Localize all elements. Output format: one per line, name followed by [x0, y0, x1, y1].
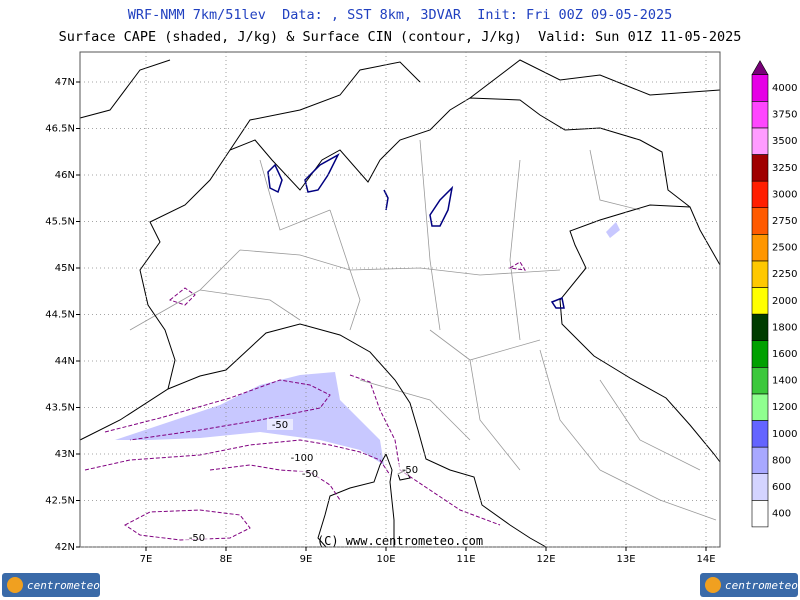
lat-tick-label: 46.5N	[45, 124, 75, 135]
contour-label-bg	[397, 464, 423, 475]
colorbar-top	[751, 60, 769, 75]
map	[79, 59, 721, 548]
colorbar-box	[751, 499, 769, 528]
contour-label: -50	[302, 469, 318, 480]
colorbar-label: 3750	[772, 110, 797, 121]
logo-icon	[7, 577, 23, 593]
logo-left: centrometeo	[2, 573, 100, 597]
lat-tick-label: 47N	[55, 77, 75, 88]
colorbar-box	[751, 340, 769, 368]
contour-label: -50	[272, 420, 288, 431]
national-border	[139, 97, 691, 390]
cape-area	[606, 222, 620, 238]
colorbar-label: 3000	[772, 189, 797, 200]
lat-tick-label: 45.5N	[45, 217, 75, 228]
colorbar-box	[751, 127, 769, 155]
cin-contour	[124, 261, 526, 541]
colorbar-label: 3250	[772, 163, 797, 174]
contour-label-bg	[267, 419, 293, 430]
colorbar-box	[751, 366, 769, 395]
logo-text: centrometeo	[27, 579, 100, 592]
lon-tick-label: 12E	[536, 554, 555, 565]
colorbar-label: 1400	[772, 376, 797, 387]
colorbar-label: 1600	[772, 349, 797, 360]
logo-box	[2, 573, 100, 597]
coastline	[559, 204, 721, 463]
lon-tick-label: 9E	[300, 554, 313, 565]
cin-contour	[84, 374, 501, 526]
colorbar-box	[751, 393, 769, 421]
colorbar-box	[751, 287, 769, 315]
colorbar-box	[751, 207, 769, 235]
colorbar-box	[751, 180, 769, 209]
colorbar-label: 2000	[772, 296, 797, 307]
logo-text: centrometeo	[725, 579, 798, 592]
lon-tick-label: 11E	[456, 554, 475, 565]
logo-box	[700, 573, 798, 597]
lon-tick-label: 8E	[220, 554, 233, 565]
colorbar-box	[751, 420, 769, 448]
lat-tick-label: 44.5N	[45, 310, 75, 321]
colorbar-box	[751, 446, 769, 475]
cape-area	[115, 372, 384, 465]
colorbar-box	[751, 234, 769, 262]
lat-tick-label: 42N	[55, 542, 75, 553]
colorbar-label: 1200	[772, 402, 797, 413]
colorbar-label: 2500	[772, 243, 797, 254]
contour-label: -50	[189, 533, 205, 544]
lat-tick-label: 46N	[55, 170, 75, 181]
logo-icon	[705, 577, 721, 593]
colorbar-label: 1000	[772, 429, 797, 440]
copyright: (C) www.centrometeo.com	[317, 534, 483, 548]
lat-tick-label: 43N	[55, 449, 75, 460]
colorbar-label: 400	[772, 509, 791, 520]
lon-tick-label: 14E	[696, 554, 715, 565]
national-border	[79, 59, 721, 151]
colorbar-box	[751, 473, 769, 501]
colorbar-label: 800	[772, 455, 791, 466]
region-borders	[129, 139, 717, 521]
lon-tick-label: 10E	[376, 554, 395, 565]
colorbar-box	[751, 101, 769, 129]
coastline	[317, 453, 395, 548]
colorbar-label: 2750	[772, 216, 797, 227]
contour-label-bg	[297, 468, 323, 479]
colorbar-label: 3500	[772, 136, 797, 147]
contour-label-bg	[184, 532, 210, 543]
coastline	[79, 323, 547, 548]
colorbar-label: 600	[772, 482, 791, 493]
contour-label: -50	[402, 465, 418, 476]
colorbar-box	[751, 260, 769, 288]
lon-tick-label: 7E	[140, 554, 153, 565]
contour-label: -100	[291, 453, 314, 464]
subtitle: Surface CAPE (shaded, J/kg) & Surface CI…	[59, 29, 742, 45]
colorbar-label: 2250	[772, 269, 797, 280]
lon-tick-label: 13E	[616, 554, 635, 565]
colorbar-box	[751, 154, 769, 182]
lat-tick-label: 45N	[55, 263, 75, 274]
title: WRF-NMM 7km/51lev Data: , SST 8km, 3DVAR…	[128, 7, 673, 23]
cin-contour	[104, 379, 331, 441]
colorbar-box	[751, 74, 769, 102]
lat-tick-label: 44N	[55, 356, 75, 367]
colorbar-box	[751, 313, 769, 342]
lat-tick-label: 43.5N	[45, 403, 75, 414]
contour-label-bg	[289, 452, 315, 463]
lat-tick-label: 42.5N	[45, 496, 75, 507]
logo-right: centrometeo	[700, 573, 798, 597]
colorbar-label: 4000	[772, 83, 797, 94]
colorbar-label: 1800	[772, 322, 797, 333]
